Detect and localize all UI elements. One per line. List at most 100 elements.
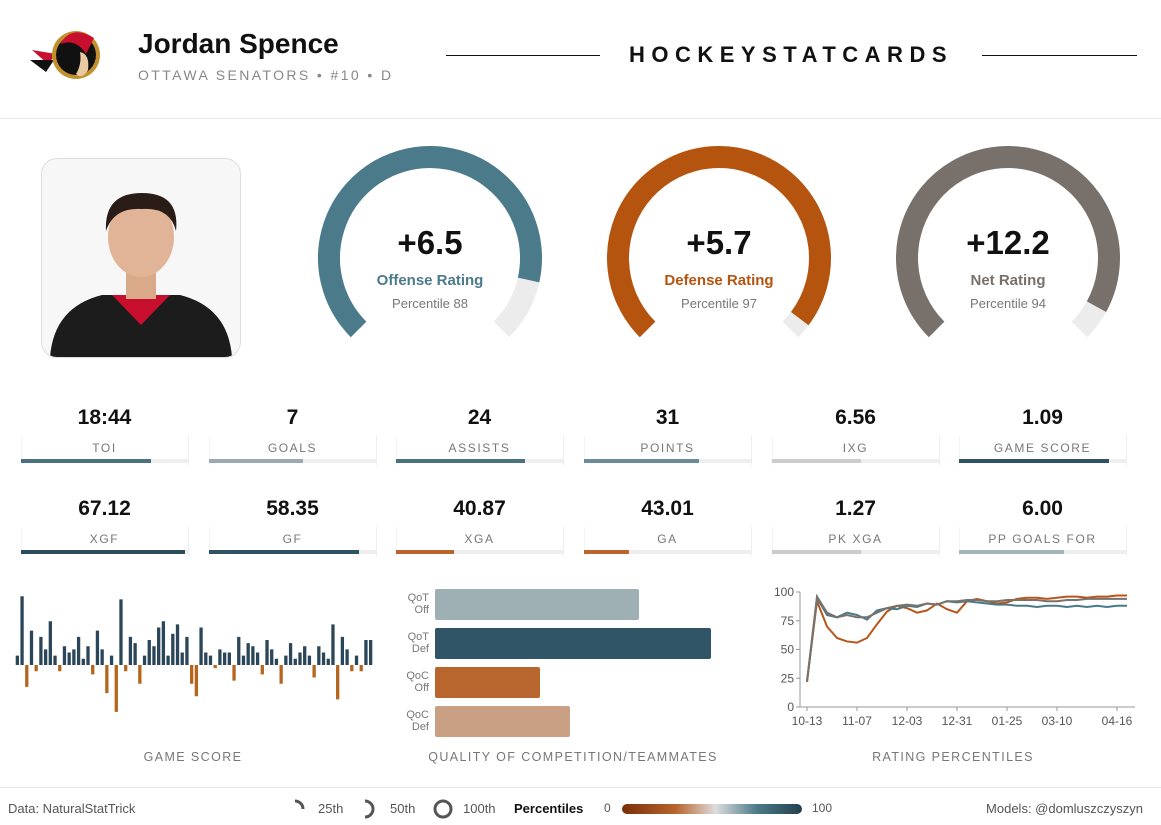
- stat-value: 43.01: [641, 497, 694, 520]
- stat-label: IXG: [842, 441, 869, 455]
- bar: [39, 636, 43, 665]
- bar: [20, 596, 24, 665]
- stat-value: 1.09: [1022, 406, 1063, 429]
- stat-value: 1.27: [835, 497, 876, 520]
- rating-value: +12.2: [966, 224, 1050, 261]
- rating-percentile: Percentile 88: [330, 296, 530, 311]
- bar: [307, 655, 312, 665]
- line: [806, 594, 1127, 682]
- bar: [180, 652, 184, 665]
- bar: [288, 643, 293, 665]
- scale-max: 100: [812, 801, 833, 815]
- bar: [189, 665, 194, 684]
- jersey: [50, 295, 232, 357]
- stat-box: [209, 527, 377, 556]
- bar: [321, 652, 326, 665]
- bar: [368, 640, 373, 665]
- stat-bar: [21, 459, 152, 463]
- stat-bar: [209, 459, 303, 463]
- stat-value: 31: [655, 406, 680, 429]
- bar: [364, 640, 368, 665]
- x-tick-label: 01-25: [992, 714, 1023, 728]
- icon-50: [364, 799, 375, 819]
- bar: [76, 636, 81, 665]
- bar: [241, 655, 246, 665]
- stat-value: 6.56: [835, 406, 876, 429]
- stat-label: POINTS: [640, 441, 695, 455]
- gauge-arc: [896, 146, 1120, 338]
- stat-value: 7: [286, 406, 299, 429]
- legend-label: 100th: [463, 801, 496, 816]
- bar: [114, 665, 118, 712]
- legend-label: 25th: [318, 801, 344, 816]
- bar: [279, 665, 283, 684]
- y-tick-label: 75: [781, 614, 795, 628]
- bar: [161, 621, 166, 665]
- bar: [175, 624, 180, 665]
- bar: [53, 655, 57, 665]
- legend-icons: [294, 799, 453, 819]
- bar: [48, 621, 52, 665]
- stat-label: GA: [657, 532, 678, 546]
- bar: [270, 649, 274, 665]
- bar: [435, 706, 570, 737]
- stat-value: 6.00: [1022, 497, 1063, 520]
- stat-bar: [772, 459, 861, 463]
- rating-name: Net Rating: [970, 272, 1046, 289]
- bar: [232, 665, 236, 681]
- logo-helmet: [60, 32, 94, 54]
- bar: [218, 649, 222, 665]
- stat-label: GF: [282, 532, 303, 546]
- bar: [227, 652, 231, 665]
- bar: [185, 636, 189, 665]
- scale-bar: [622, 804, 802, 814]
- bar: [293, 658, 297, 665]
- stat-track: [584, 550, 751, 554]
- stat-label: XGF: [89, 532, 120, 546]
- bar: [25, 665, 29, 687]
- stat-box: [772, 436, 940, 465]
- gauges: [318, 146, 1120, 338]
- bar: [359, 665, 363, 672]
- logo-face: [76, 52, 89, 77]
- bar-label: QoC Off: [406, 670, 429, 694]
- bar-label: QoC Def: [406, 709, 429, 733]
- photo-art: [50, 193, 232, 357]
- bar: [138, 665, 142, 684]
- stat-bar: [959, 550, 1065, 554]
- stat-box: [21, 436, 189, 465]
- percentile-text: Percentile: [970, 296, 1028, 311]
- chart-title: QUALITY OF COMPETITION/TEAMMATES: [428, 750, 718, 764]
- stat-box: [584, 436, 752, 465]
- bar: [317, 646, 321, 665]
- bar: [142, 655, 147, 665]
- percentile-value: 88: [453, 296, 468, 311]
- player-name: Jordan Spence: [138, 28, 339, 59]
- bar: [72, 649, 76, 665]
- stat-bar: [584, 550, 630, 554]
- stat-bar: [959, 459, 1110, 463]
- stat-label: GOALS: [267, 441, 318, 455]
- bar: [91, 665, 95, 675]
- chart-title: GAME SCORE: [143, 750, 243, 764]
- bar: [157, 627, 161, 665]
- bar-label: QoT Off: [407, 592, 429, 616]
- stat-bar: [396, 459, 525, 463]
- scale-min: 0: [604, 801, 611, 815]
- bar: [62, 646, 67, 665]
- bar: [152, 646, 156, 665]
- chart-title: RATING PERCENTILES: [872, 750, 1034, 764]
- stat-value: 40.87: [453, 497, 506, 520]
- bar: [204, 652, 208, 665]
- bar: [86, 646, 90, 665]
- credit: Models: @domluszczyszyn: [986, 801, 1143, 816]
- brand: HOCKEYSTATCARDS: [628, 42, 954, 67]
- stat-value: 18:44: [77, 406, 132, 429]
- rating-percentile: Percentile 97: [619, 296, 819, 311]
- bar: [128, 636, 133, 665]
- x-tick-label: 11-07: [842, 714, 872, 728]
- player-photo: [41, 158, 241, 358]
- bar: [274, 658, 279, 665]
- bar: [100, 649, 104, 665]
- percentile-value: 97: [742, 296, 757, 311]
